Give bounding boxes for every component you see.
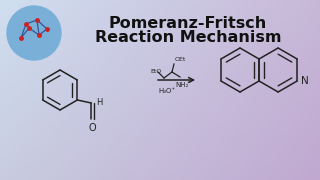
Text: Pomeranz-Fritsch: Pomeranz-Fritsch xyxy=(109,15,267,30)
Text: H₃O⁺: H₃O⁺ xyxy=(158,88,175,94)
Text: EtO: EtO xyxy=(150,69,161,73)
Text: NH₂: NH₂ xyxy=(175,82,188,88)
Text: N: N xyxy=(301,76,309,86)
Circle shape xyxy=(7,6,61,60)
Text: OEt: OEt xyxy=(175,57,186,62)
Text: O: O xyxy=(88,123,96,133)
Text: H: H xyxy=(96,98,103,107)
Text: Reaction Mechanism: Reaction Mechanism xyxy=(95,30,281,44)
